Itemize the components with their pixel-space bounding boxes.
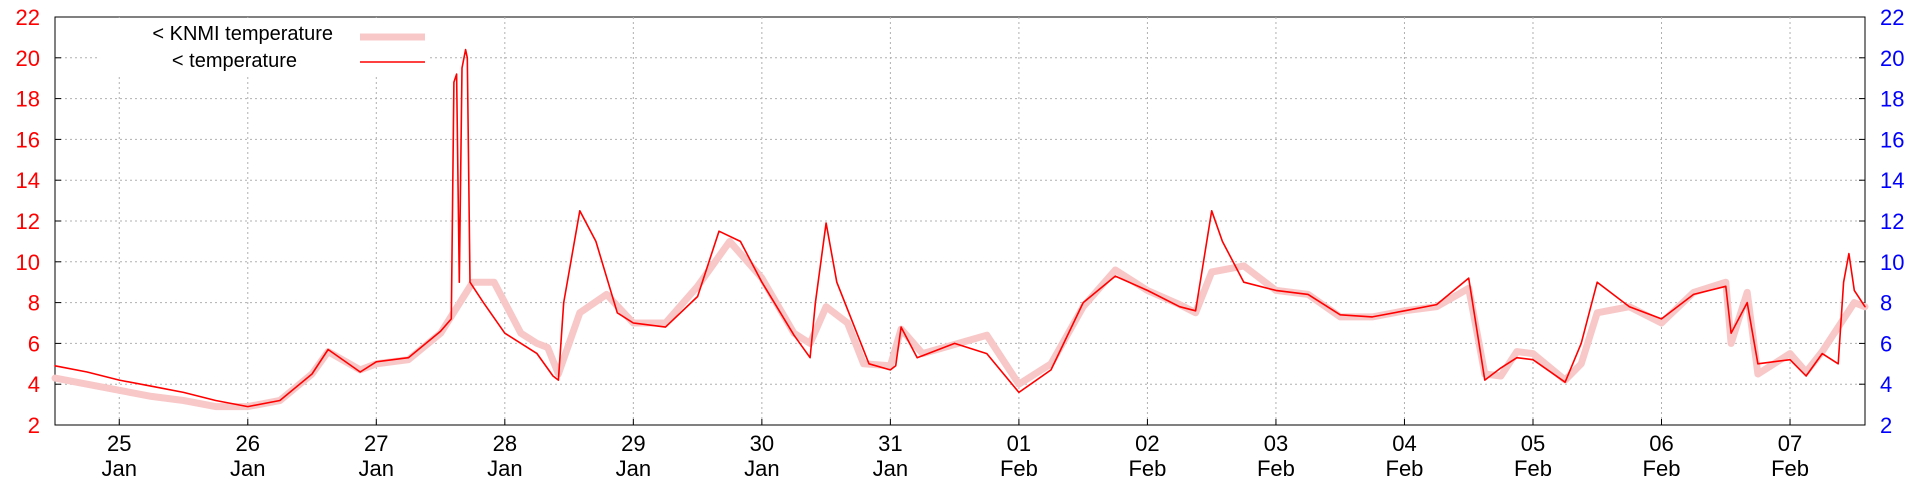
x-tick-label-month: Feb	[1128, 456, 1166, 480]
y-tick-label-right: 20	[1880, 46, 1904, 71]
y-tick-label-right: 10	[1880, 250, 1904, 275]
x-tick-label-day: 25	[107, 431, 131, 456]
x-tick-label-day: 03	[1264, 431, 1288, 456]
legend-label-temperature: < temperature	[172, 50, 297, 72]
series-line-knmi-temperature	[51, 237, 1869, 411]
x-tick-label-day: 06	[1649, 431, 1673, 456]
x-tick-label-month: Jan	[873, 456, 908, 480]
x-tick-label-day: 04	[1392, 431, 1416, 456]
x-tick-label-day: 26	[236, 431, 260, 456]
series-layer	[51, 48, 1869, 411]
grid	[55, 16, 1865, 426]
x-tick-label-day: 29	[621, 431, 645, 456]
legend-box	[100, 18, 430, 76]
y-tick-label-left: 18	[16, 87, 40, 112]
x-tick-label-month: Jan	[487, 456, 522, 480]
y-tick-label-left: 22	[16, 5, 40, 30]
x-tick-label-day: 27	[364, 431, 388, 456]
x-tick-label-month: Feb	[1771, 456, 1809, 480]
x-tick-label-day: 01	[1007, 431, 1031, 456]
y-tick-label-left: 10	[16, 250, 40, 275]
y-tick-label-right: 12	[1880, 209, 1904, 234]
x-tick-label-month: Feb	[1257, 456, 1295, 480]
x-tick-label-day: 28	[493, 431, 517, 456]
y-tick-label-right: 8	[1880, 291, 1892, 316]
x-tick-label-day: 30	[750, 431, 774, 456]
x-tick-label-month: Jan	[359, 456, 394, 480]
y-tick-label-left: 14	[16, 168, 40, 193]
x-tick-label-month: Feb	[1514, 456, 1552, 480]
x-tick-label-day: 02	[1135, 431, 1159, 456]
x-tick-label-day: 07	[1778, 431, 1802, 456]
x-tick-label-month: Feb	[1000, 456, 1038, 480]
y-tick-label-left: 4	[28, 372, 40, 397]
x-tick-label-month: Feb	[1643, 456, 1681, 480]
y-tick-label-left: 12	[16, 209, 40, 234]
y-tick-label-right: 18	[1880, 87, 1904, 112]
series-line-temperature	[54, 48, 1866, 408]
x-tick-label-month: Jan	[744, 456, 779, 480]
y-tick-label-right: 14	[1880, 168, 1904, 193]
y-tick-label-right: 22	[1880, 5, 1904, 30]
y-tick-label-left: 8	[28, 291, 40, 316]
x-tick-label-month: Jan	[230, 456, 265, 480]
y-tick-label-right: 4	[1880, 372, 1892, 397]
y-tick-label-right: 6	[1880, 331, 1892, 356]
x-tick-label-month: Jan	[102, 456, 137, 480]
x-tick-label-month: Feb	[1386, 456, 1424, 480]
y-tick-label-left: 2	[28, 413, 40, 438]
y-tick-label-right: 2	[1880, 413, 1892, 438]
y-tick-label-left: 6	[28, 331, 40, 356]
x-tick-label-day: 05	[1521, 431, 1545, 456]
y-tick-label-right: 16	[1880, 127, 1904, 152]
x-tick-label-month: Jan	[616, 456, 651, 480]
y-tick-label-left: 16	[16, 127, 40, 152]
y-tick-label-left: 20	[16, 46, 40, 71]
legend-label-knmi: < KNMI temperature	[152, 23, 333, 45]
legend: < KNMI temperature < temperature	[100, 18, 430, 76]
x-tick-label-day: 31	[878, 431, 902, 456]
